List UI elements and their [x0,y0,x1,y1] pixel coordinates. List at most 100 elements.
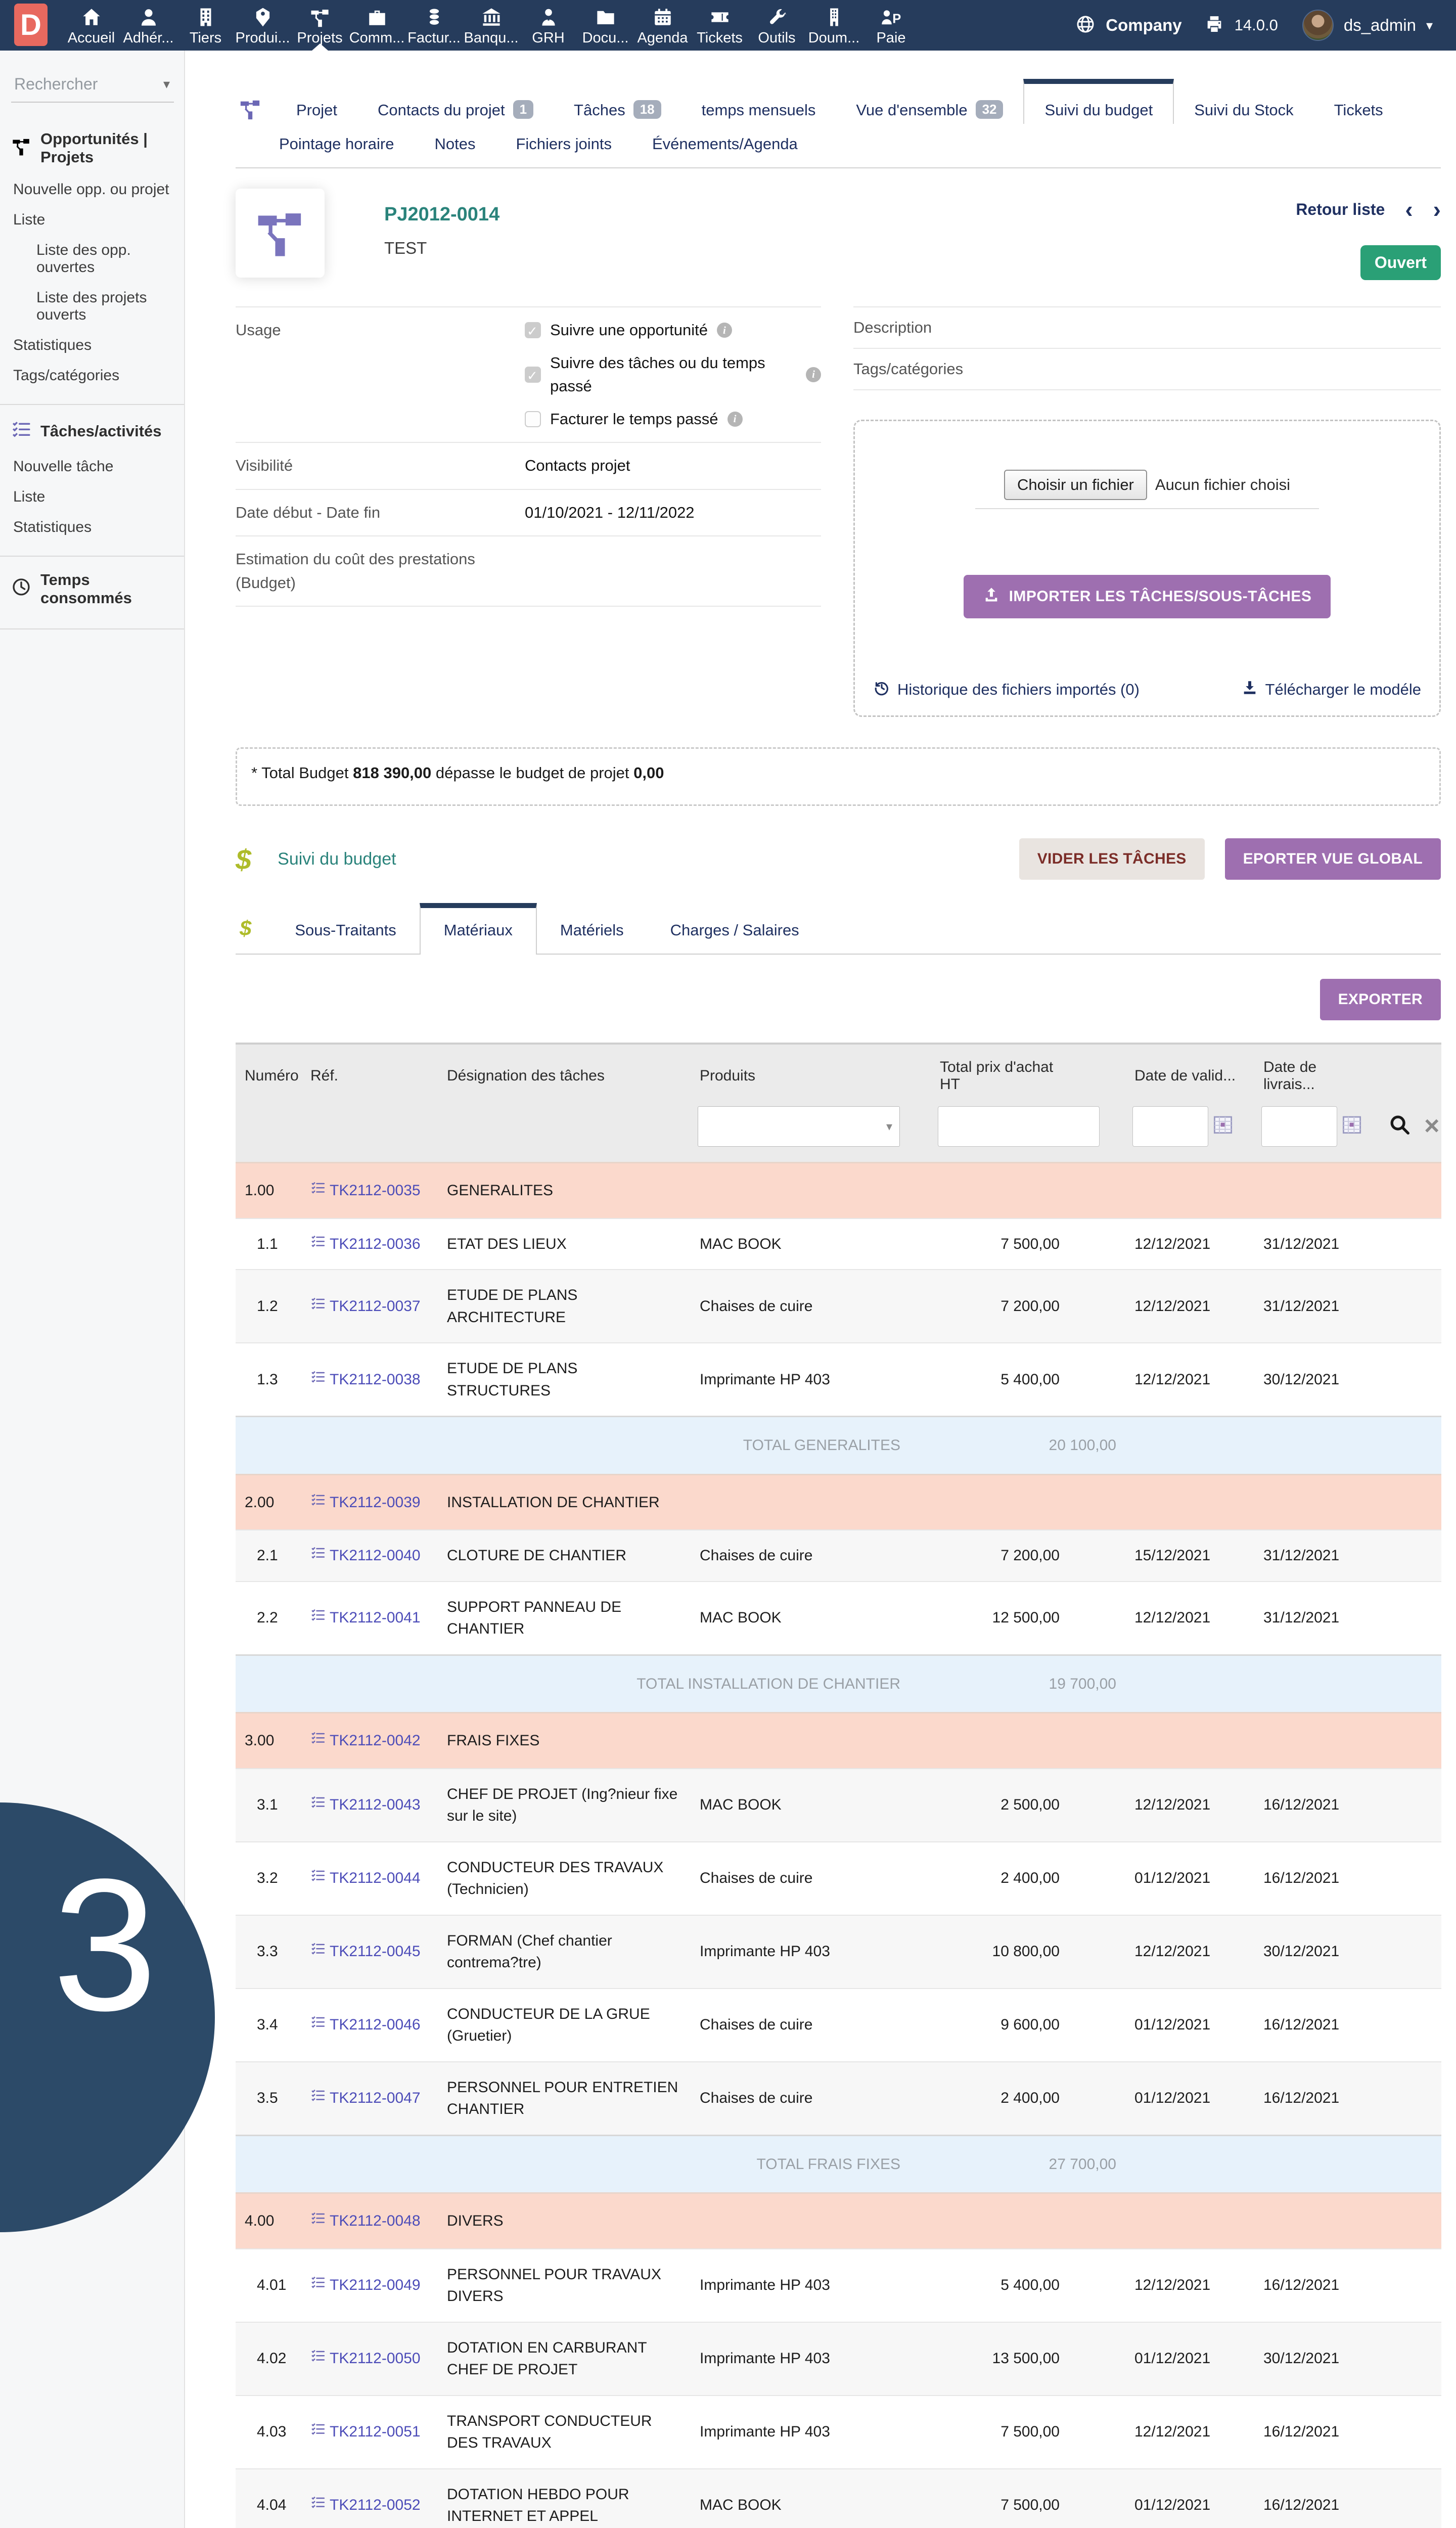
tab-notes[interactable]: Notes [415,131,496,157]
sidebar-item[interactable]: Nouvelle tâche [0,452,184,482]
sidebar-item[interactable]: Liste des opp. ouvertes [0,235,184,283]
subtab-mat-riels[interactable]: Matériels [537,903,647,954]
task-ref-link[interactable]: TK2112-0052 [310,2494,421,2516]
column-header: Date de valid... [1125,1044,1254,1098]
menu-item-comm[interactable]: Comm... [348,0,405,51]
download-template-link[interactable]: Télécharger le modéle [1241,679,1421,700]
task-ref-link[interactable]: TK2112-0040 [310,1545,421,1567]
search-input[interactable]: Rechercher [14,75,163,94]
sidebar-item[interactable]: Tags/catégories [0,360,184,391]
tab-tickets[interactable]: Tickets [1314,79,1403,123]
chevron-left-icon[interactable]: ‹ [1405,198,1413,221]
tab-fichiers-joints[interactable]: Fichiers joints [495,131,632,157]
task-ref-link[interactable]: TK2112-0038 [310,1369,421,1391]
chevron-down-icon[interactable]: ▾ [163,76,170,92]
checkbox[interactable] [525,367,541,383]
subtab-sous-traitants[interactable]: Sous-Traitants [271,903,419,954]
menu-item-adhér[interactable]: Adhér... [120,0,177,51]
sidebar-item[interactable]: Statistiques [0,512,184,543]
tab--v-nements-agenda[interactable]: Événements/Agenda [632,131,818,157]
task-designation: ETUDE DE PLANS STRUCTURES [438,1343,691,1417]
export-button[interactable]: EXPORTER [1320,979,1441,1020]
clear-tasks-button[interactable]: VIDER LES TÂCHES [1019,838,1205,880]
empty-cell [1381,1343,1441,1417]
import-tasks-button[interactable]: IMPORTER LES TÂCHES/SOUS-TÂCHES [964,575,1331,618]
date-valid-filter-input[interactable] [1132,1106,1208,1147]
task-ref-link[interactable]: TK2112-0041 [310,1607,421,1629]
checkbox[interactable] [525,322,541,338]
task-ref-link[interactable]: TK2112-0049 [310,2274,421,2296]
sidebar-search[interactable]: Rechercher ▾ [11,71,174,103]
tab-suivi-du-budget[interactable]: Suivi du budget [1023,79,1174,124]
choose-file-button[interactable]: Choisir un fichier [1004,470,1147,500]
task-ref-link[interactable]: TK2112-0044 [310,1867,421,1889]
tab-pointage-horaire[interactable]: Pointage horaire [259,131,415,157]
task-date-livraison: 31/12/2021 [1254,1582,1381,1655]
menu-item-doum[interactable]: Doum... [805,0,862,51]
sidebar-item[interactable]: Nouvelle opp. ou projet [0,174,184,205]
download-icon [1241,679,1258,700]
task-ref-link[interactable]: TK2112-0035 [310,1180,421,1202]
sidebar-item[interactable]: Liste des projets ouverts [0,283,184,330]
task-ref-link[interactable]: TK2112-0045 [310,1940,421,1963]
calendar-icon[interactable] [1341,1114,1362,1139]
search-icon[interactable] [1388,1113,1411,1140]
import-dropzone: Choisir un fichier Aucun fichier choisi … [853,420,1441,717]
sidebar-item[interactable]: Liste [0,205,184,235]
menu-item-accueil[interactable]: Accueil [63,0,120,51]
tab-projet[interactable]: Projet [276,79,357,123]
task-ref-link[interactable]: TK2112-0039 [310,1492,421,1514]
calendar-icon[interactable] [1212,1114,1234,1139]
info-icon[interactable]: i [806,367,821,382]
menu-item-projets[interactable]: Projets [291,0,348,51]
menu-item-banqu[interactable]: Banqu... [463,0,520,51]
menu-item-tickets[interactable]: Tickets [691,0,748,51]
app-logo[interactable]: D [14,4,48,46]
task-ref-link[interactable]: TK2112-0051 [310,2421,421,2443]
tab-temps-mensuels[interactable]: temps mensuels [681,79,836,123]
total-filter-input[interactable] [938,1106,1100,1147]
date-livraison-filter-input[interactable] [1261,1106,1337,1147]
menu-item-grh[interactable]: GRH [520,0,577,51]
menu-item-produi[interactable]: Produi... [234,0,291,51]
task-ref-link[interactable]: TK2112-0047 [310,2087,421,2109]
subtab-charges---salaires[interactable]: Charges / Salaires [647,903,823,954]
task-date-validation: 15/12/2021 [1125,1530,1254,1582]
task-product: MAC BOOK [691,1218,931,1270]
task-ref-link[interactable]: TK2112-0043 [310,1794,421,1816]
task-ref-link[interactable]: TK2112-0048 [310,2210,421,2232]
export-global-button[interactable]: EPORTER VUE GLOBAL [1225,838,1441,880]
task-ref-link[interactable]: TK2112-0037 [310,1295,421,1318]
produits-filter-select[interactable]: ▾ [698,1106,900,1147]
sidebar-item[interactable]: Statistiques [0,330,184,360]
menu-item-agenda[interactable]: Agenda [634,0,691,51]
menu-item-outils[interactable]: Outils [748,0,805,51]
subtab-mat-riaux[interactable]: Matériaux [420,903,537,955]
task-ref-link[interactable]: TK2112-0050 [310,2348,421,2370]
tab-suivi-du-stock[interactable]: Suivi du Stock [1174,79,1313,123]
project-ref[interactable]: PJ2012-0014 [384,204,499,225]
company-name[interactable]: Company [1106,16,1181,35]
back-to-list-link[interactable]: Retour liste [1296,200,1385,219]
user-avatar[interactable] [1302,10,1334,41]
empty-cell [1381,1270,1441,1343]
menu-item-label: Projets [297,30,342,47]
menu-item-tiers[interactable]: Tiers [177,0,234,51]
chevron-right-icon[interactable]: › [1433,198,1441,221]
import-history-link[interactable]: Historique des fichiers importés (0) [873,679,1140,700]
username-label[interactable]: ds_admin [1344,16,1416,35]
chevron-down-icon[interactable]: ▾ [1426,18,1433,33]
sidebar-item[interactable]: Liste [0,482,184,512]
task-ref-link[interactable]: TK2112-0042 [310,1730,421,1752]
menu-item-factur[interactable]: Factur... [405,0,463,51]
task-ref-link[interactable]: TK2112-0036 [310,1233,421,1255]
checkbox[interactable] [525,411,541,427]
clear-filter-icon[interactable]: × [1424,1116,1439,1137]
info-icon[interactable]: i [717,323,732,338]
menu-item-docu[interactable]: Docu... [577,0,634,51]
info-icon[interactable]: i [727,412,743,427]
